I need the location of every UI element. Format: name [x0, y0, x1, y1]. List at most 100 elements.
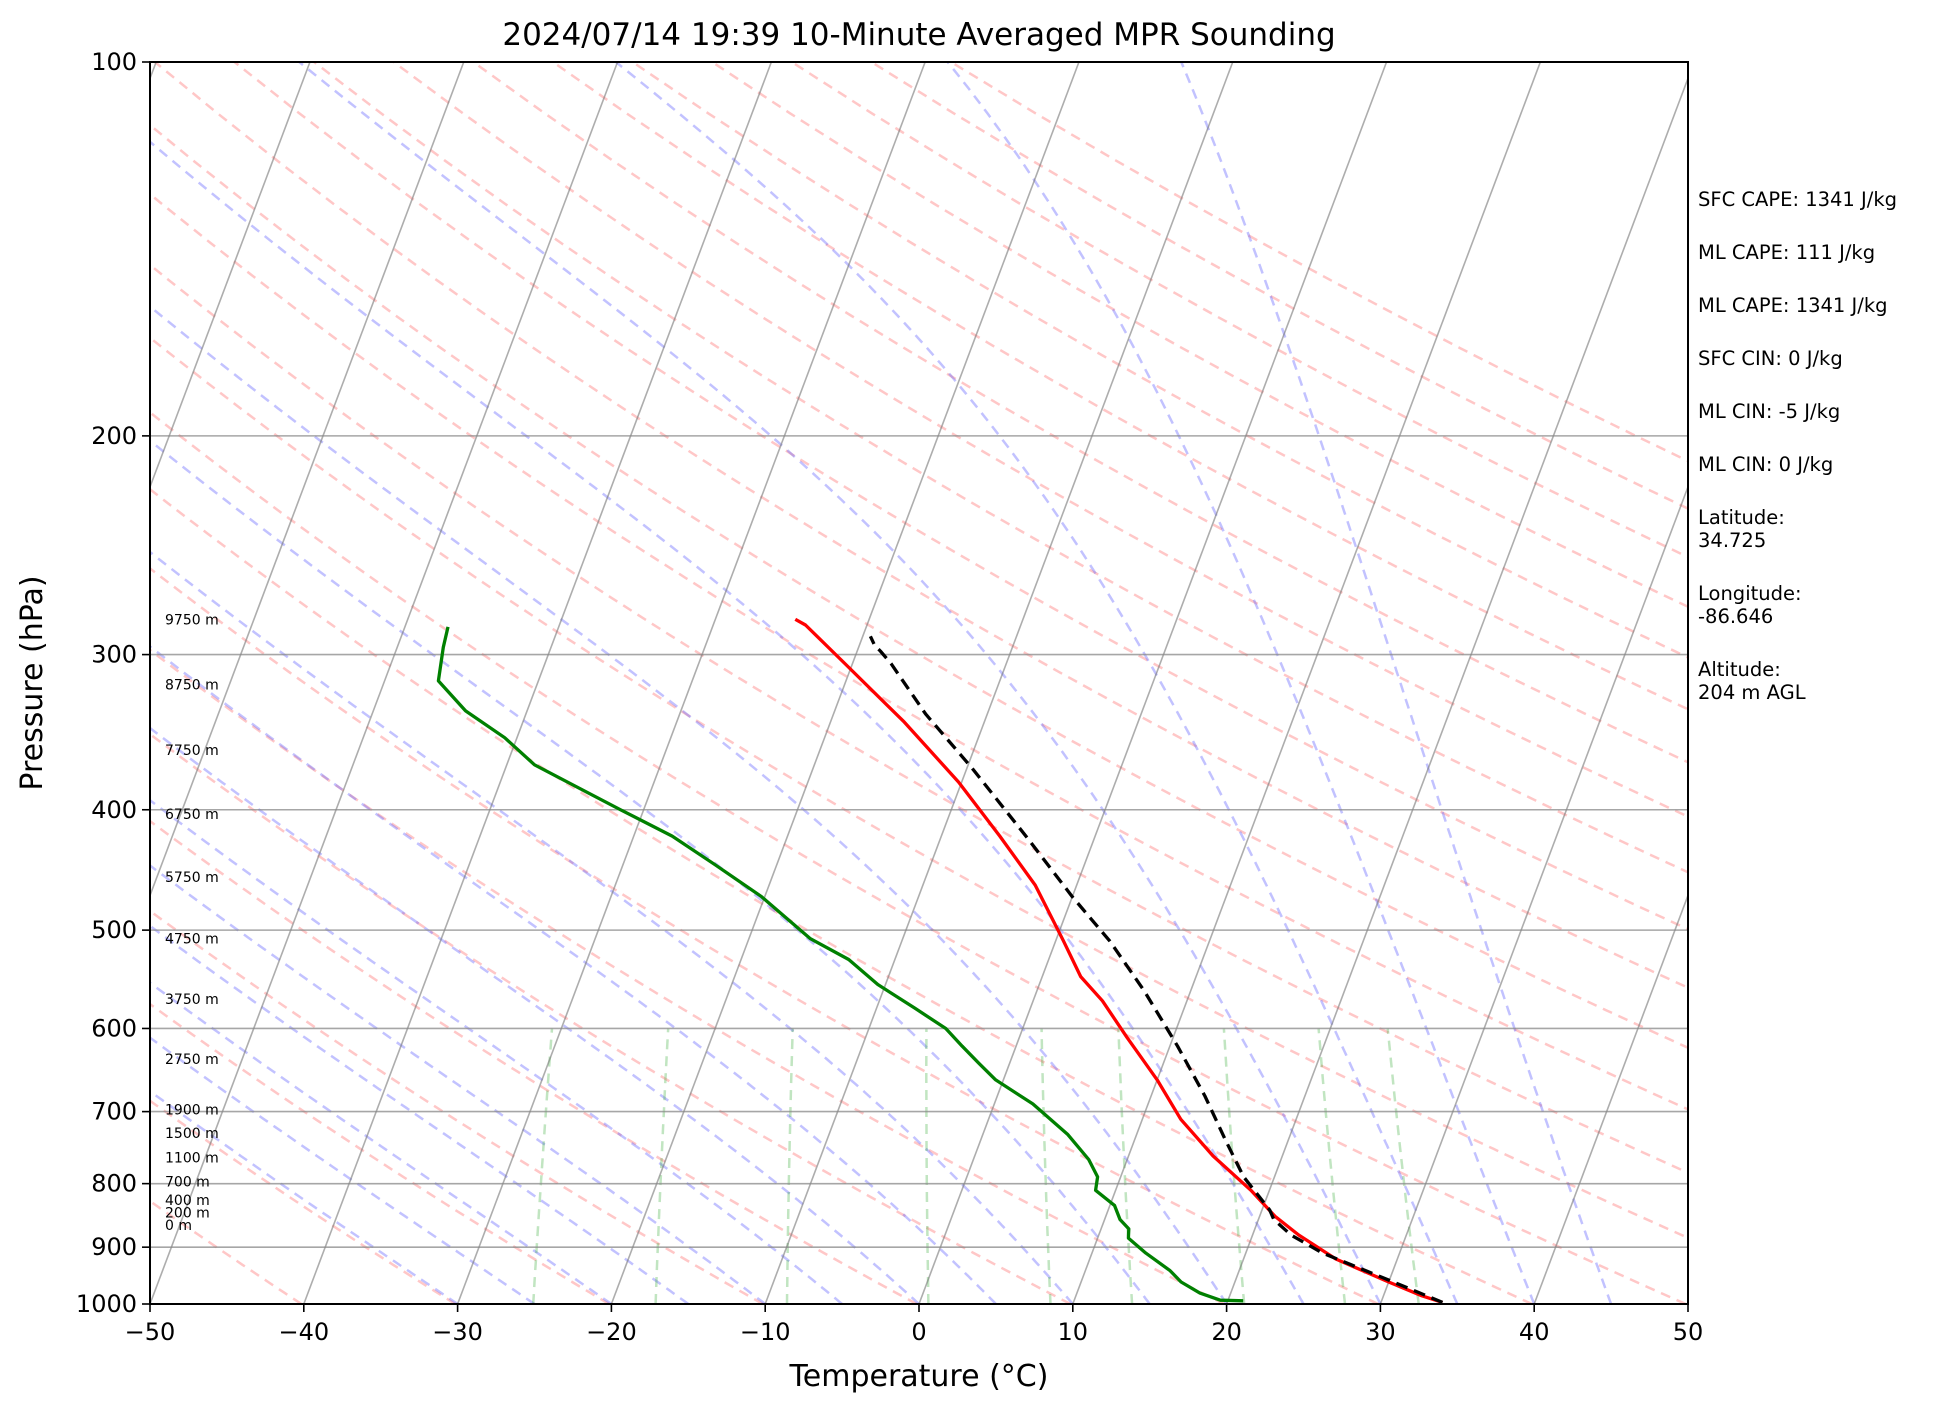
x-axis-label: Temperature (°C) — [789, 1359, 1049, 1394]
height-label: 200 m — [165, 1206, 210, 1222]
y-tick-label: 600 — [91, 1014, 137, 1042]
dry-adiabat — [313, 62, 1688, 874]
moist-adiabat — [1180, 62, 1613, 1304]
dry-adiabat — [150, 819, 918, 1304]
isotherm — [918, 62, 1388, 1304]
x-tick-label: −40 — [278, 1318, 329, 1346]
moist-adiabat — [946, 62, 1536, 1304]
height-label: 9750 m — [165, 612, 219, 628]
info-entry: Latitude: 34.725 — [1698, 506, 1785, 552]
info-entry: Altitude: 204 m AGL — [1698, 658, 1806, 704]
x-tick-label: 50 — [1673, 1318, 1704, 1346]
isotherm — [150, 62, 619, 1304]
y-tick-label: 100 — [91, 48, 137, 76]
height-labels: 9750 m 8750 m 7750 m 6750 m 5750 m 4750 m 3750… — [165, 612, 219, 1234]
dry-adiabat — [150, 1099, 456, 1304]
dry-adiabat — [150, 410, 1687, 1304]
chart-title: 2024/07/14 19:39 10-Minute Averaged MPR … — [502, 17, 1335, 53]
moist-adiabat — [150, 924, 690, 1304]
isotherm — [150, 62, 465, 898]
series-layer — [436, 617, 1444, 1304]
series-line-3 — [868, 635, 1444, 1304]
moist-adiabat — [615, 62, 1459, 1304]
height-label: 400 m — [165, 1193, 210, 1209]
info-entry: ML CAPE: 111 J/kg — [1698, 241, 1876, 264]
height-label: 5750 m — [165, 870, 219, 886]
isotherm — [1072, 62, 1542, 1304]
dry-adiabat — [150, 648, 1225, 1304]
y-axis-label: Pressure (hPa) — [15, 575, 50, 790]
info-entry: SFC CIN: 0 J/kg — [1698, 347, 1843, 370]
isotherm — [1379, 484, 1688, 1304]
x-tick-label: 40 — [1519, 1318, 1550, 1346]
y-tick-label: 500 — [91, 916, 137, 944]
info-entry: ML CIN: -5 J/kg — [1698, 400, 1841, 423]
y-tick-label: 400 — [91, 796, 137, 824]
info-entry: Longitude: -86.646 — [1698, 582, 1802, 628]
height-label: 8750 m — [165, 677, 219, 693]
isotherm — [764, 62, 1234, 1304]
moist-adiabat — [150, 644, 997, 1304]
plot-frame — [149, 61, 1689, 1305]
isotherm — [150, 62, 311, 490]
dry-adiabat — [631, 62, 1688, 659]
y-tick-label: 300 — [91, 641, 137, 669]
moist-adiabat — [150, 798, 843, 1304]
height-label: 7750 m — [165, 743, 219, 759]
x-tick-label: 20 — [1211, 1318, 1242, 1346]
height-label: 0 m — [165, 1218, 192, 1234]
moist-adiabat — [150, 140, 1305, 1304]
height-label: 3750 m — [165, 992, 219, 1008]
isotherm — [0, 62, 2, 1304]
y-tick-label: 200 — [91, 422, 137, 450]
dry-adiabat — [150, 1199, 303, 1304]
mixing-ratio-line — [1222, 1028, 1246, 1304]
mixing-ratio-line — [531, 1028, 554, 1304]
dry-adiabat — [150, 909, 764, 1304]
height-label: 1100 m — [165, 1150, 219, 1166]
moist-adiabat — [298, 62, 1382, 1304]
dry-adiabat — [150, 487, 1533, 1304]
mixing-ratio-line — [1386, 1028, 1420, 1304]
moist-adiabat — [150, 439, 1151, 1304]
x-tick-label: 30 — [1365, 1318, 1396, 1346]
moist-adiabat — [150, 981, 613, 1304]
height-label: 4750 m — [165, 932, 219, 948]
isotherm — [456, 62, 926, 1304]
isotherm — [1533, 893, 1688, 1304]
sounding-info-panel: SFC CAPE: 1341 J/kg ML CAPE: 111 J/kg ML C… — [1698, 188, 1928, 734]
dry-adiabat — [150, 192, 1688, 1111]
x-tick-label: −30 — [432, 1318, 483, 1346]
mixing-ratio-line — [1040, 1028, 1052, 1304]
x-tick-label: −10 — [740, 1318, 791, 1346]
y-tick-label: 700 — [91, 1098, 137, 1126]
isotherm — [1225, 76, 1688, 1304]
background-lines — [150, 62, 1688, 1304]
mixing-ratio-line — [925, 1028, 930, 1304]
mixing-ratio-line — [654, 1028, 670, 1304]
y-axis-ticks: 100 200 300 400 500 600 700 800 900 1000 — [76, 48, 150, 1318]
height-label: 1900 m — [165, 1102, 219, 1118]
series-line-1 — [794, 617, 1444, 1304]
y-tick-label: 900 — [91, 1233, 137, 1261]
moist-adiabat — [150, 1089, 459, 1304]
height-label: 700 m — [165, 1175, 210, 1191]
y-tick-label: 800 — [91, 1170, 137, 1198]
dry-adiabat — [233, 62, 1688, 931]
height-label: 1500 m — [165, 1126, 219, 1142]
info-entry: ML CIN: 0 J/kg — [1698, 453, 1834, 476]
x-axis-ticks: −50 −40 −30 −20 −10 0 10 20 30 40 50 — [125, 1304, 1704, 1346]
moist-adiabat — [150, 726, 920, 1304]
isotherm — [610, 62, 1080, 1304]
dry-adiabat — [150, 123, 1688, 1050]
x-tick-label: −50 — [125, 1318, 176, 1346]
y-tick-label: 1000 — [76, 1290, 137, 1318]
info-entry: SFC CAPE: 1341 J/kg — [1698, 188, 1898, 211]
moist-adiabat — [150, 1036, 536, 1304]
series-line-2 — [436, 626, 1244, 1303]
dry-adiabat — [150, 336, 1688, 1240]
height-label: 2750 m — [165, 1052, 219, 1068]
dry-adiabat — [150, 732, 1072, 1304]
dry-adiabat — [552, 62, 1688, 711]
